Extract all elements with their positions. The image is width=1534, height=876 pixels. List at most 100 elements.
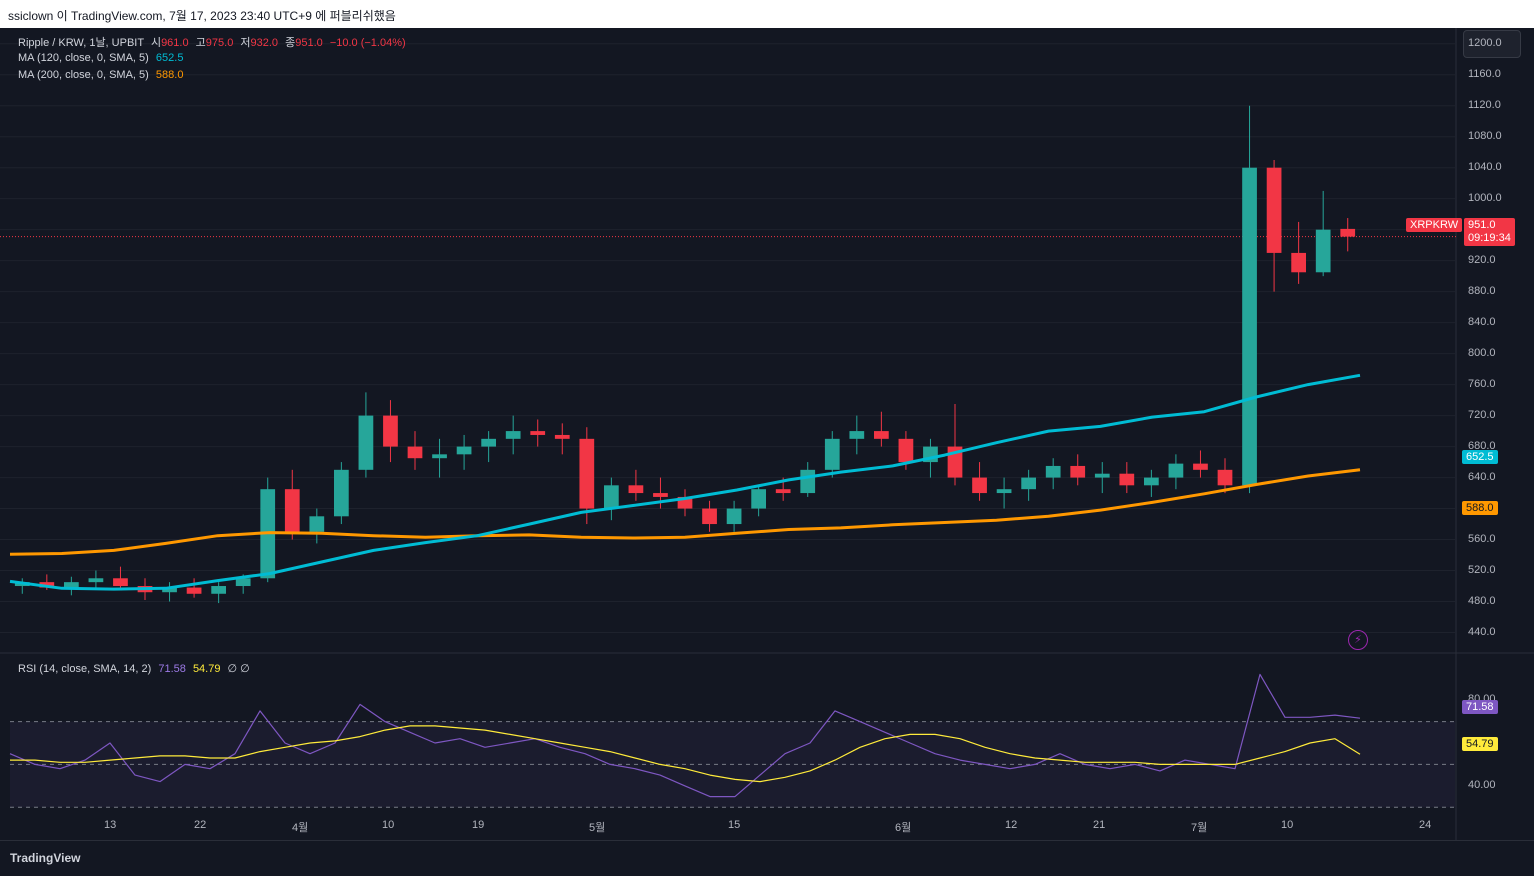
rsi-extra: ∅ ∅ (227, 663, 250, 675)
price-tick-label: 720.0 (1468, 408, 1496, 421)
price-tick-label: 680.0 (1468, 439, 1496, 452)
candle-body (1266, 167, 1282, 253)
candle-body (1045, 465, 1061, 478)
candle-body (628, 485, 644, 494)
candle-body (874, 431, 889, 439)
rsi-tick-label: 40.00 (1468, 778, 1496, 791)
rsi-label: RSI (14, close, SMA, 14, 2) (18, 663, 152, 675)
candle-body (481, 438, 496, 447)
price-tick-label: 1000.0 (1468, 191, 1502, 204)
candle-body (972, 477, 987, 494)
candle-body (775, 489, 791, 494)
countdown-value: 09:19:34 (1468, 232, 1511, 244)
candle-body (284, 489, 300, 532)
high-value: 975.0 (205, 37, 234, 49)
time-tick-label: 15 (728, 819, 741, 831)
price-tick-label: 1080.0 (1468, 129, 1502, 142)
price-tick-label: 520.0 (1468, 563, 1496, 576)
rsi-ma-line (10, 725, 1361, 783)
price-tick-label: 1120.0 (1468, 98, 1501, 111)
time-tick-label: 7월 (1191, 822, 1208, 834)
ma200-legend[interactable]: MA (200, close, 0, SMA, 5) 588.0 (18, 69, 183, 81)
last-price-value: 951.0 (1468, 219, 1496, 231)
ma200-line (9, 468, 1361, 556)
publish-caption: ssiclown 이 TradingView.com, 7월 17, 2023 … (8, 9, 396, 23)
price-tick-label: 800.0 (1468, 346, 1496, 359)
ma200-tag: 588.0 (1462, 501, 1498, 515)
price-tick-label: 560.0 (1468, 532, 1496, 545)
candle-body (996, 489, 1012, 494)
ohlc-legend: Ripple / KRW, 1날, UPBIT 시961.0 고975.0 저9… (18, 34, 406, 50)
candle-body (407, 446, 423, 459)
low-value: 932.0 (250, 37, 279, 49)
price-tick-label: 440.0 (1468, 625, 1496, 638)
time-tick-label: 4월 (292, 822, 309, 834)
candle-body (88, 578, 104, 583)
ma120-line (9, 373, 1361, 591)
candle-body (653, 493, 668, 497)
candle-body (530, 431, 546, 435)
alert-icon[interactable]: ⚡ (1348, 630, 1368, 650)
chart-canvas[interactable] (0, 28, 1534, 840)
tradingview-logo: TradingView (10, 851, 81, 865)
rsi-ma-value: 54.79 (192, 663, 221, 675)
price-scale-button[interactable] (1463, 30, 1521, 58)
candle-body (604, 485, 619, 509)
candle-body (702, 508, 717, 525)
price-tick-label: 1040.0 (1468, 160, 1502, 173)
candle-body (1193, 463, 1208, 470)
high-label: 고 (195, 37, 206, 49)
time-tick-label: 22 (194, 819, 207, 831)
rsi-tag: 71.58 (1462, 700, 1498, 714)
open-value: 961.0 (161, 37, 189, 49)
time-tick-label: 12 (1005, 819, 1018, 831)
candle-body (849, 431, 865, 439)
candle-body (726, 508, 742, 525)
time-tick-label: 24 (1419, 819, 1432, 831)
ma120-tag: 652.5 (1462, 450, 1498, 464)
candle-body (505, 431, 521, 439)
price-tick-label: 1160.0 (1468, 67, 1501, 80)
symbol-label: Ripple / KRW, 1날, UPBIT (18, 37, 144, 49)
ma120-legend[interactable]: MA (120, close, 0, SMA, 5) 652.5 (18, 52, 183, 64)
ma200-label: MA (200, close, 0, SMA, 5) (18, 69, 149, 81)
candle-body (1340, 228, 1356, 237)
candle-body (1315, 229, 1331, 273)
chart-area[interactable] (0, 28, 1534, 840)
price-tick-label: 1200.0 (1468, 36, 1502, 49)
footer-bar: TradingView (0, 840, 1534, 876)
close-value: 951.0 (295, 37, 323, 49)
candle-body (1242, 167, 1257, 486)
candle-body (64, 582, 79, 588)
candle-body (751, 489, 766, 509)
time-tick-label: 21 (1093, 819, 1106, 831)
candle-body (1070, 465, 1086, 478)
rsi-line (9, 673, 1361, 798)
time-tick-label: 19 (472, 819, 485, 831)
candle-body (554, 434, 570, 439)
candle-body (358, 415, 374, 470)
candle-body (1021, 477, 1036, 490)
last-price-tag: 951.0 09:19:34 (1464, 218, 1515, 246)
candle-body (824, 438, 840, 470)
change-value: −10.0 (−1.04%) (329, 37, 406, 49)
candle-body (113, 578, 128, 587)
price-tick-label: 880.0 (1468, 284, 1496, 297)
candle-body (432, 454, 447, 459)
candle-body (211, 586, 226, 594)
candle-body (1217, 469, 1233, 486)
time-tick-label: 10 (382, 819, 395, 831)
price-tick-label: 920.0 (1468, 253, 1496, 266)
time-tick-label: 10 (1281, 819, 1294, 831)
rsi-legend[interactable]: RSI (14, close, SMA, 14, 2) 71.58 54.79 … (18, 662, 250, 675)
low-label: 저 (240, 37, 251, 49)
candle-body (383, 415, 398, 447)
candle-body (1094, 473, 1110, 478)
candle-body (309, 516, 325, 532)
time-tick-label: 6월 (895, 822, 912, 834)
publish-caption-bar: ssiclown 이 TradingView.com, 7월 17, 2023 … (0, 0, 1534, 28)
ma120-value: 652.5 (155, 52, 184, 64)
ma200-value: 588.0 (155, 69, 184, 81)
candle-body (800, 469, 816, 494)
rsi-value: 71.58 (158, 663, 186, 675)
